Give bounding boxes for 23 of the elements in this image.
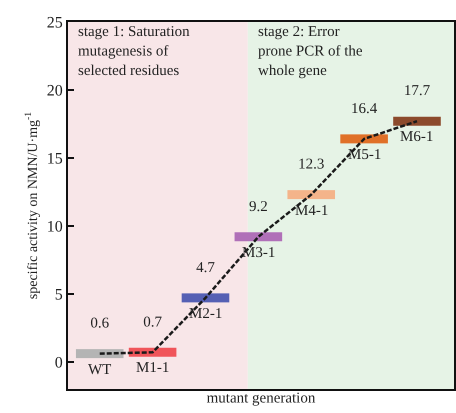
data-label: 12.3 <box>298 156 324 173</box>
annotation: WT <box>88 362 112 378</box>
annotation: stage 1: Saturation mutagenesis of selected residues <box>78 24 190 79</box>
annotation: M4-1 <box>295 203 328 219</box>
y-tick-label: 0 <box>54 354 63 372</box>
annotation: M3-1 <box>242 245 276 261</box>
annotation: stage 2: Error prone PCR of the whole gene <box>258 24 363 79</box>
y-tick-label: 20 <box>46 82 63 100</box>
data-label: 0.6 <box>90 316 110 332</box>
y-tick-label: 25 <box>46 14 63 32</box>
data-label: 16.4 <box>350 100 378 117</box>
y-tick-label: 15 <box>46 150 63 168</box>
data-label: 4.7 <box>196 260 216 276</box>
y-tick-label: 5 <box>54 286 63 304</box>
y-tick-label: 10 <box>46 218 63 236</box>
annotation: M6-1 <box>400 129 434 145</box>
annotation: M1-1 <box>136 360 170 376</box>
data-label: 9.2 <box>248 198 268 215</box>
annotation: M5-1 <box>348 147 382 163</box>
annotation: M2-1 <box>189 306 222 322</box>
x-axis-title: mutant generation <box>206 390 316 406</box>
data-label: 0.7 <box>143 314 162 330</box>
data-label: 17.7 <box>404 83 431 100</box>
